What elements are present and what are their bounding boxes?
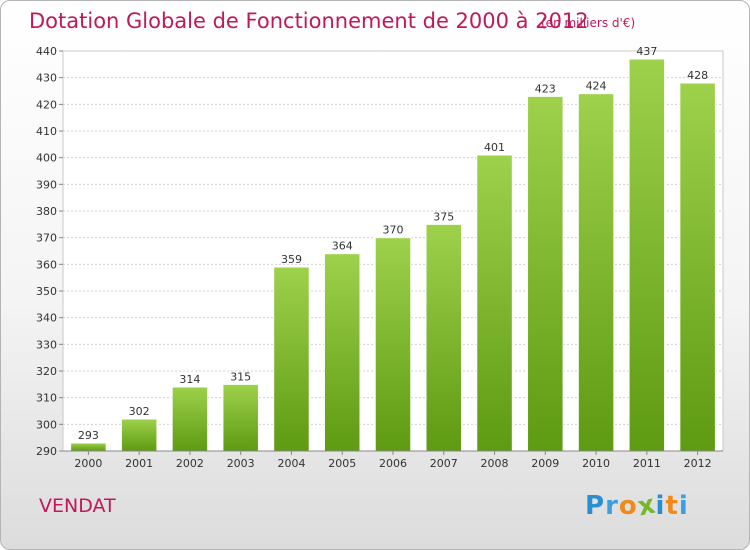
x-tick-label-2010: 2010 (582, 457, 610, 470)
y-tick-label-290: 290 (36, 445, 57, 458)
data-label-2001: 302 (129, 405, 150, 418)
x-tick-label-2002: 2002 (176, 457, 204, 470)
logo-letter-2: o (618, 491, 638, 521)
y-tick-label-320: 320 (36, 365, 57, 378)
bar-2002 (171, 386, 209, 452)
data-label-2009: 423 (535, 82, 556, 95)
bar-2007 (425, 223, 463, 452)
bar-2006 (374, 237, 412, 452)
bar-2012 (679, 82, 716, 452)
y-tick-label-420: 420 (36, 98, 57, 111)
data-label-2003: 315 (230, 370, 251, 383)
logo-letter-4: i (655, 491, 666, 521)
data-label-2010: 424 (586, 80, 607, 93)
data-label-2011: 437 (636, 45, 657, 58)
chart-subtitle: (en milliers d'€) (541, 16, 636, 30)
data-label-2006: 370 (383, 224, 404, 237)
bar-2010 (577, 93, 615, 452)
y-tick-label-350: 350 (36, 285, 57, 298)
y-tick-label-300: 300 (36, 418, 57, 431)
proxiti-logo: Proxiti (585, 489, 689, 522)
logo-letter-6: i (678, 491, 689, 521)
y-tick-label-390: 390 (36, 178, 57, 191)
x-tick-label-2009: 2009 (531, 457, 559, 470)
y-tick-label-370: 370 (36, 232, 57, 245)
data-label-2000: 293 (78, 429, 99, 442)
y-tick-label-400: 400 (36, 152, 57, 165)
x-tick-label-2001: 2001 (125, 457, 153, 470)
y-tick-label-340: 340 (36, 312, 57, 325)
data-label-2012: 428 (687, 69, 708, 82)
x-tick-label-2012: 2012 (684, 457, 712, 470)
x-tick-label-2007: 2007 (430, 457, 458, 470)
bar-2001 (120, 418, 158, 452)
x-tick-label-2004: 2004 (277, 457, 305, 470)
bar-2009 (527, 95, 564, 452)
bar-2004 (273, 266, 310, 452)
data-label-2005: 364 (332, 240, 353, 253)
y-tick-label-380: 380 (36, 205, 57, 218)
logo-letter-1: r (605, 491, 619, 521)
x-tick-label-2005: 2005 (328, 457, 356, 470)
x-tick-label-2000: 2000 (74, 457, 102, 470)
bar-2003 (222, 383, 259, 452)
bar-2000 (70, 442, 107, 452)
chart-title: Dotation Globale de Fonctionnement de 20… (29, 9, 589, 33)
y-tick-label-430: 430 (36, 72, 57, 85)
bar-2011 (628, 58, 666, 452)
data-label-2004: 359 (281, 253, 302, 266)
y-tick-label-310: 310 (36, 392, 57, 405)
x-tick-label-2011: 2011 (633, 457, 661, 470)
x-tick-label-2003: 2003 (227, 457, 255, 470)
x-tick-label-2006: 2006 (379, 457, 407, 470)
y-tick-label-410: 410 (36, 125, 57, 138)
data-label-2007: 375 (433, 210, 454, 223)
x-tick-label-2008: 2008 (481, 457, 509, 470)
data-label-2008: 401 (484, 141, 505, 154)
bar-2005 (323, 253, 361, 452)
y-tick-label-440: 440 (36, 45, 57, 58)
logo-letter-0: P (585, 491, 606, 521)
commune-name: VENDAT (39, 495, 116, 517)
data-label-2002: 314 (179, 373, 200, 386)
bar-2008 (476, 154, 513, 452)
y-tick-label-330: 330 (36, 338, 57, 351)
logo-letter-5: t (665, 491, 679, 521)
y-tick-label-360: 360 (36, 258, 57, 271)
